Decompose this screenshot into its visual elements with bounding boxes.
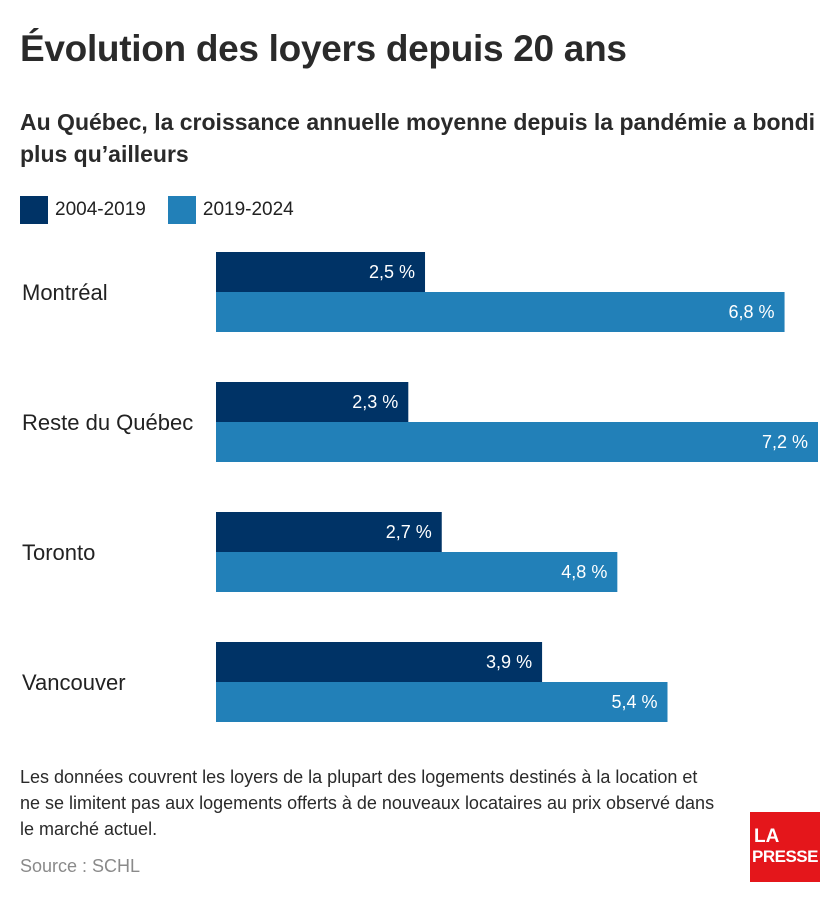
bar-series-2 [216, 552, 618, 592]
bar-series-2 [216, 682, 668, 722]
bar-chart: Montréal 2,5 % 6,8 % Reste du Québec 2,3 % 7,… [22, 252, 818, 722]
category-label: Montréal [22, 280, 108, 305]
bar-value-label: 5,4 % [611, 692, 657, 712]
chart-subtitle: Au Québec, la croissance annuelle moyenn… [20, 109, 816, 167]
legend-swatch-series-1 [20, 196, 48, 224]
bar-value-label: 7,2 % [762, 432, 808, 452]
legend: 2004-2019 2019-2024 [20, 196, 316, 224]
logo-line-1: LA [754, 826, 780, 847]
bar-series-1 [216, 252, 426, 292]
category-label: Vancouver [22, 670, 126, 695]
bar-value-label: 2,7 % [386, 522, 432, 542]
bar-value-label: 2,3 % [352, 392, 398, 412]
bar-value-label: 3,9 % [486, 652, 532, 672]
category-label: Toronto [22, 540, 95, 565]
bar-value-label: 6,8 % [729, 302, 775, 322]
bar-series-1 [216, 512, 442, 552]
bar-series-2 [216, 292, 785, 332]
la-presse-logo: LA PRESSE [750, 812, 820, 882]
bar-value-label: 4,8 % [561, 562, 607, 582]
bar-series-1 [216, 382, 409, 422]
legend-swatch-series-2 [167, 196, 196, 224]
legend-label-series-1: 2004-2019 [55, 199, 146, 220]
bar-series-1 [216, 642, 543, 682]
category-label: Reste du Québec [22, 410, 193, 435]
bar-series-2 [216, 422, 818, 462]
legend-label-series-2: 2019-2024 [202, 199, 294, 220]
chart-title: Évolution des loyers depuis 20 ans [20, 28, 627, 69]
footnote: Les données couvrent les loyers de la pl… [20, 767, 715, 839]
bar-value-label: 2,5 % [369, 262, 415, 282]
source-credit: Source : SCHL [20, 856, 141, 876]
logo-line-2: PRESSE [752, 847, 818, 866]
legend-item-series-1: 2004-2019 [20, 196, 146, 224]
legend-item-series-2: 2019-2024 [167, 196, 294, 224]
